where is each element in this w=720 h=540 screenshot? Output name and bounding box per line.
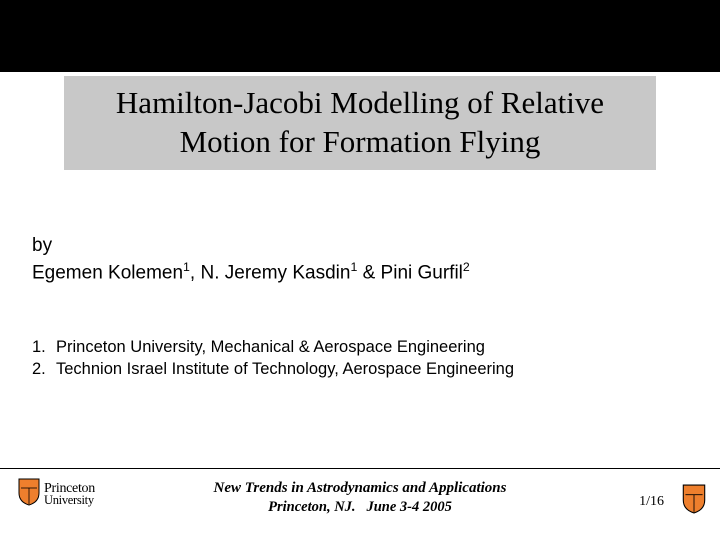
shield-icon [682,484,706,519]
author-1: Egemen Kolemen [32,262,183,283]
affiliation-text: Princeton University, Mechanical & Aeros… [56,336,485,358]
title-text: Hamilton-Jacobi Modelling of Relative Mo… [74,84,646,162]
sep-2: & [357,262,380,283]
author-2: N. Jeremy Kasdin [200,262,350,283]
footer-place: Princeton, NJ. [268,499,355,515]
affiliation-num: 2. [32,358,56,380]
page-number: 1/16 [639,494,664,510]
affiliation-num: 1. [32,336,56,358]
princeton-shield-right [682,484,706,519]
footer-rule [0,468,720,469]
affiliation-row: 1. Princeton University, Mechanical & Ae… [32,336,514,358]
footer-date: June 3-4 2005 [366,499,451,515]
author-3-sup: 2 [463,260,470,274]
affiliations: 1. Princeton University, Mechanical & Ae… [32,336,514,381]
footer: Princeton University New Trends in Astro… [0,472,720,532]
byline: by Egemen Kolemen1, N. Jeremy Kasdin1 & … [32,234,470,286]
footer-conf-title: New Trends in Astrodynamics and Applicat… [0,480,720,497]
by-label: by [32,234,470,259]
affiliation-row: 2. Technion Israel Institute of Technolo… [32,358,514,380]
author-1-sup: 1 [183,260,190,274]
title-box: Hamilton-Jacobi Modelling of Relative Mo… [64,76,656,170]
sep-1: , [190,262,201,283]
author-3: Pini Gurfil [381,262,463,283]
footer-center: New Trends in Astrodynamics and Applicat… [0,480,720,516]
top-black-bar [0,0,720,72]
affiliation-text: Technion Israel Institute of Technology,… [56,358,514,380]
authors-line: Egemen Kolemen1, N. Jeremy Kasdin1 & Pin… [32,259,470,286]
footer-conf-line2: Princeton, NJ. June 3-4 2005 [0,499,720,516]
